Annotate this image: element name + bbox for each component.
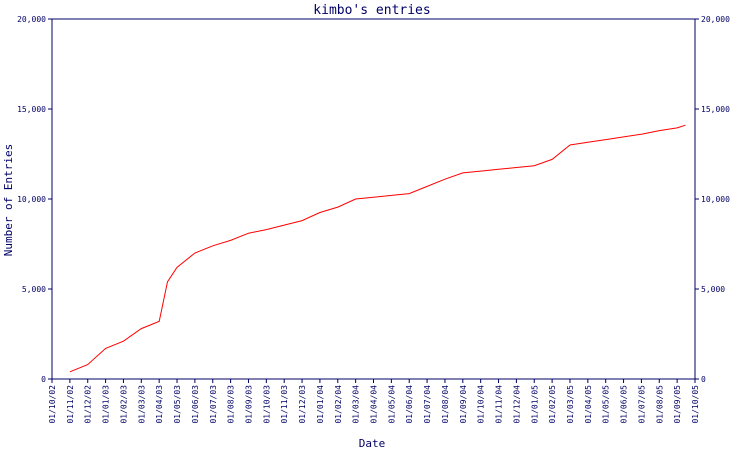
x-tick-label: 01/01/04 [316,385,325,424]
x-tick-label: 01/07/05 [637,385,646,424]
x-tick-label: 01/06/03 [191,385,200,424]
y-axis-left: 0 5,000 10,000 15,000 20,000 [17,15,52,384]
y-tick-label-left: 15,000 [17,105,46,114]
x-tick-label: 01/02/04 [334,385,343,424]
x-tick-label: 01/04/05 [584,385,593,424]
y-axis-label: Number of Entries [2,144,15,257]
x-tick-label: 01/03/03 [137,385,146,424]
x-tick-label: 01/11/04 [495,385,504,424]
series-line [69,124,686,373]
x-axis-label: Date [359,437,386,450]
x-tick-label: 01/05/03 [173,385,182,424]
x-tick-label: 01/06/04 [405,385,414,424]
x-tick-label: 01/01/03 [102,385,111,424]
x-tick-label: 01/07/03 [209,385,218,424]
x-tick-label: 01/02/03 [119,385,128,424]
x-tick-label: 01/12/04 [512,385,521,424]
x-tick-label: 01/02/05 [548,385,557,424]
x-tick-label: 01/08/03 [227,385,236,424]
x-tick-label: 01/09/04 [459,385,468,424]
x-tick-label: 01/07/04 [423,385,432,424]
x-tick-label: 01/08/05 [655,385,664,424]
y-axis-right: 0 5,000 10,000 15,000 20,000 [695,15,730,384]
x-tick-label: 01/01/05 [530,385,539,424]
y-tick-label-left: 0 [41,375,46,384]
x-tick-label: 01/11/03 [280,385,289,424]
y-tick-label-right: 20,000 [701,15,730,24]
chart-title: kimbo's entries [313,3,430,18]
x-tick-label: 01/04/04 [370,385,379,424]
x-tick-label: 01/08/04 [441,385,450,424]
x-tick-label: 01/10/03 [262,385,271,424]
x-tick-label: 01/10/05 [691,385,700,424]
y-tick-label-right: 0 [701,375,706,384]
y-tick-label-left: 5,000 [22,285,46,294]
x-tick-label: 01/09/05 [673,385,682,424]
x-tick-label: 01/03/05 [566,385,575,424]
x-tick-label: 01/11/02 [66,385,75,424]
x-tick-label: 01/10/04 [477,385,486,424]
x-tick-label: 01/12/03 [298,385,307,424]
x-tick-label: 01/09/03 [244,385,253,424]
x-tick-label: 01/05/04 [387,385,396,424]
y-tick-label-right: 5,000 [701,285,725,294]
y-tick-label-right: 10,000 [701,195,730,204]
x-tick-label: 01/04/03 [155,385,164,424]
x-tick-label: 01/05/05 [602,385,611,424]
x-tick-label: 01/10/02 [48,385,57,424]
x-axis: 01/10/02 01/11/02 01/12/02 01/01/03 01/02/03… [48,379,700,424]
x-tick-label: 01/06/05 [620,385,629,424]
y-tick-label-left: 20,000 [17,15,46,24]
plot-area-frame [51,18,696,380]
y-tick-label-right: 15,000 [701,105,730,114]
x-tick-label: 01/03/04 [352,385,361,424]
y-tick-label-left: 10,000 [17,195,46,204]
x-tick-label: 01/12/02 [84,385,93,424]
